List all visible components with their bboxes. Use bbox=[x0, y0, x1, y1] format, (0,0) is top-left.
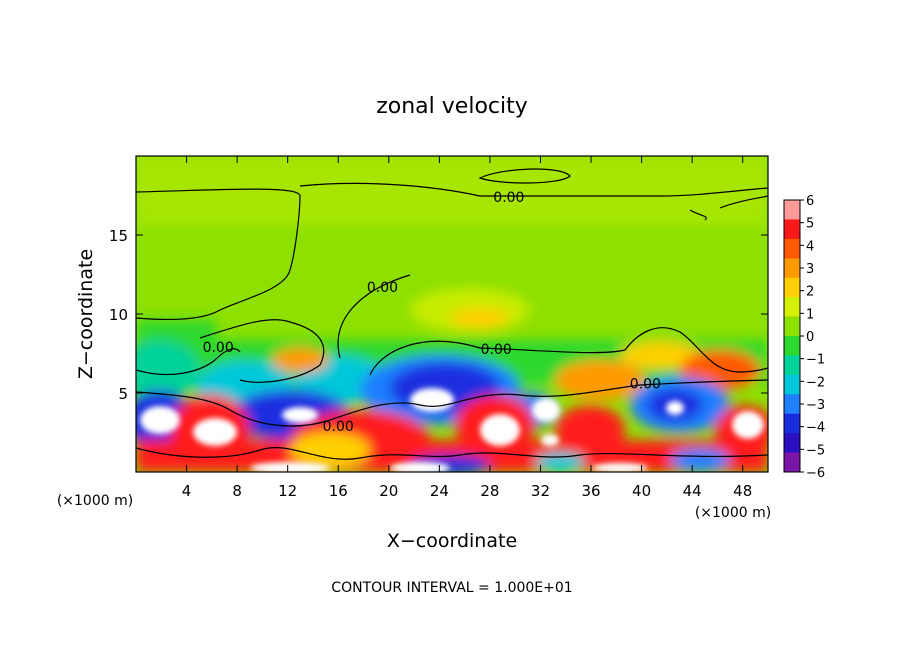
x-tick-label: 48 bbox=[733, 482, 752, 500]
x-tick-label: 20 bbox=[379, 482, 398, 500]
plot-area: 0.00 0.00 0.00 0.00 0.00 0.00 bbox=[136, 156, 768, 472]
colorbar-segment bbox=[784, 433, 800, 454]
y-axis-label: Z−coordinate bbox=[75, 249, 97, 379]
colorbar-label: −2 bbox=[806, 375, 825, 390]
contour-interval-note: CONTOUR INTERVAL = 1.000E+01 bbox=[331, 580, 572, 596]
contour-label: 0.00 bbox=[203, 340, 234, 356]
colorbar-label: 1 bbox=[806, 307, 814, 322]
colorbar-segment bbox=[784, 277, 800, 298]
x-tick-label: 12 bbox=[278, 482, 297, 500]
colorbar-segment bbox=[784, 355, 800, 376]
y-tick-label: 15 bbox=[109, 227, 128, 245]
colorbar-label: 4 bbox=[806, 239, 814, 254]
y-tick-label: 10 bbox=[109, 306, 128, 324]
colorbar-segment bbox=[784, 258, 800, 279]
zero-contours bbox=[136, 168, 768, 460]
colorbar-label: −3 bbox=[806, 398, 825, 413]
x-tick-label: 44 bbox=[683, 482, 702, 500]
x-tick-label: 36 bbox=[581, 482, 600, 500]
colorbar-segment bbox=[784, 297, 800, 318]
colorbar: 6 5 4 3 2 1 0 −1 −2 −3 −4 −5 −6 bbox=[783, 194, 825, 481]
x-axis-ticks: 4 8 12 16 20 24 28 32 36 40 44 48 bbox=[182, 156, 752, 500]
x-tick-label: 40 bbox=[632, 482, 651, 500]
colorbar-segment bbox=[784, 238, 800, 259]
y-tick-label: 5 bbox=[118, 385, 128, 403]
x-axis-label: X−coordinate bbox=[387, 530, 517, 552]
colorbar-segment bbox=[784, 394, 800, 415]
colorbar-label: 2 bbox=[806, 285, 814, 300]
chart-title: zonal velocity bbox=[376, 94, 528, 119]
colorbar-segment bbox=[784, 219, 800, 240]
x-tick-label: 4 bbox=[182, 482, 192, 500]
colorbar-segment bbox=[784, 413, 800, 434]
contour-label: 0.00 bbox=[323, 419, 354, 435]
x-unit-label-right: (×1000 m) bbox=[695, 505, 771, 521]
colorbar-label: 6 bbox=[806, 194, 814, 209]
x-tick-label: 24 bbox=[430, 482, 449, 500]
colorbar-segment bbox=[784, 200, 800, 220]
y-axis-ticks: 5 10 15 bbox=[109, 227, 768, 403]
contour-label: 0.00 bbox=[481, 342, 512, 358]
contour-label: 0.00 bbox=[630, 377, 661, 393]
colorbar-label: −5 bbox=[806, 443, 825, 458]
colorbar-segment bbox=[784, 452, 800, 473]
x-unit-label-left: (×1000 m) bbox=[57, 493, 133, 509]
x-tick-label: 28 bbox=[480, 482, 499, 500]
colorbar-label: 3 bbox=[806, 262, 814, 277]
colorbar-segment bbox=[784, 336, 800, 356]
x-tick-label: 32 bbox=[531, 482, 550, 500]
contour-label: 0.00 bbox=[367, 280, 398, 296]
colorbar-label: −4 bbox=[806, 421, 825, 436]
colorbar-label: 0 bbox=[806, 330, 814, 345]
colorbar-label: −6 bbox=[806, 466, 825, 481]
contour-labels: 0.00 0.00 0.00 0.00 0.00 0.00 bbox=[203, 190, 661, 435]
contour-label: 0.00 bbox=[493, 190, 524, 206]
colorbar-label: −1 bbox=[806, 353, 825, 368]
x-tick-label: 8 bbox=[232, 482, 242, 500]
colorbar-segment bbox=[784, 374, 800, 395]
x-tick-label: 16 bbox=[329, 482, 348, 500]
colorbar-label: 5 bbox=[806, 217, 814, 232]
colorbar-segment bbox=[784, 316, 800, 337]
